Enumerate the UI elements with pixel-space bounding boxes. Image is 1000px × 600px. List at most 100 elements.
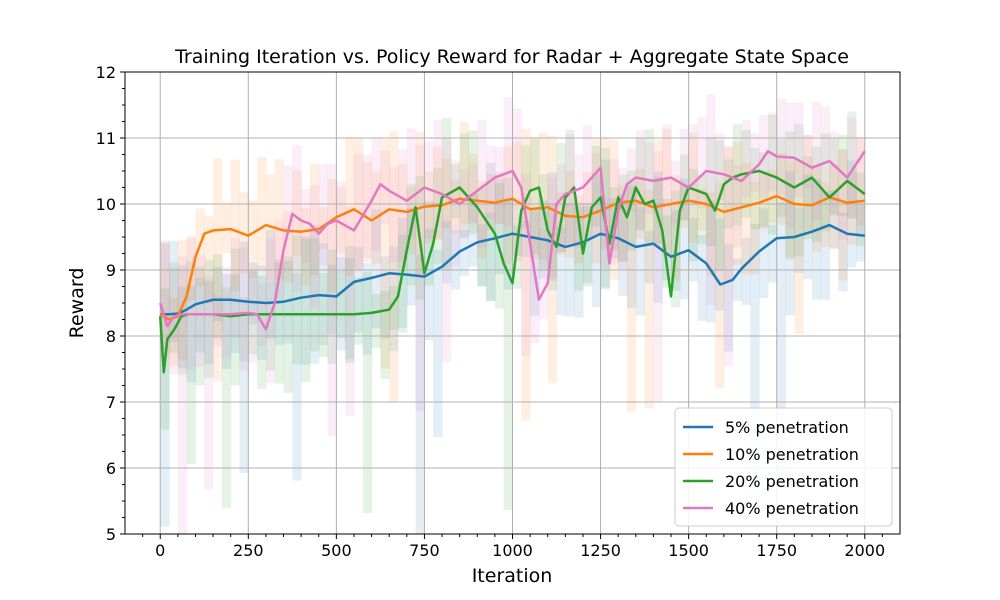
- legend-label: 10% penetration: [725, 445, 859, 464]
- variance-band: [600, 138, 610, 250]
- variance-band: [785, 160, 795, 261]
- variance-band: [662, 128, 672, 256]
- variance-band: [353, 247, 364, 333]
- variance-band: [750, 224, 760, 502]
- variance-band: [618, 167, 628, 269]
- variance-band: [626, 170, 637, 251]
- variance-band: [415, 144, 425, 412]
- variance-band: [785, 171, 795, 316]
- variance-band: [565, 202, 575, 317]
- variance-band: [538, 132, 549, 261]
- variance-band: [785, 102, 795, 228]
- variance-band: [169, 262, 179, 354]
- variance-band: [204, 259, 214, 378]
- variance-band: [671, 175, 681, 281]
- variance-band: [213, 295, 223, 347]
- variance-band: [195, 266, 205, 386]
- variance-band: [283, 211, 293, 283]
- variance-band: [389, 167, 399, 263]
- series-lines: [158, 149, 866, 374]
- variance-band: [257, 265, 267, 360]
- variance-band: [688, 217, 698, 282]
- series-line: [159, 194, 865, 321]
- variance-band: [345, 246, 355, 364]
- variance-band: [803, 174, 813, 280]
- variance-band: [741, 162, 751, 275]
- variance-band: [512, 108, 522, 202]
- variance-band: [723, 146, 734, 280]
- variance-band: [512, 225, 522, 289]
- variance-band: [811, 178, 822, 300]
- variance-band: [283, 165, 293, 270]
- variance-band: [301, 238, 311, 382]
- variance-band: [855, 136, 866, 226]
- variance-band: [468, 130, 478, 234]
- variance-band: [239, 241, 249, 474]
- variance-band: [248, 269, 258, 363]
- variance-band: [327, 249, 337, 365]
- variance-band: [186, 236, 196, 301]
- variance-band: [750, 148, 760, 230]
- variance-band: [398, 163, 408, 268]
- variance-band: [433, 120, 443, 240]
- variance-band: [644, 189, 654, 409]
- variance-band: [177, 286, 188, 375]
- variance-band: [265, 282, 276, 371]
- legend-label: 40% penetration: [725, 499, 859, 518]
- x-tick-label: 1500: [668, 541, 709, 560]
- variance-band: [609, 140, 619, 280]
- x-tick-label: 1750: [756, 541, 797, 560]
- variance-band: [442, 138, 452, 363]
- variance-band: [257, 275, 267, 389]
- variance-band: [521, 173, 531, 357]
- variance-band: [750, 181, 760, 275]
- variance-band: [538, 174, 549, 271]
- variance-band: [477, 180, 487, 258]
- legend-label: 20% penetration: [725, 472, 859, 491]
- variance-band: [371, 294, 381, 349]
- variance-band: [653, 139, 663, 248]
- variance-band: [582, 202, 593, 287]
- variance-band: [362, 263, 373, 355]
- legend: 5% penetration 10% penetration 20% penetra…: [674, 407, 893, 527]
- variance-band: [767, 112, 778, 191]
- variance-band: [679, 185, 690, 228]
- variance-band: [336, 181, 346, 273]
- variance-band: [301, 207, 311, 286]
- variance-band: [177, 239, 188, 361]
- variance-band: [829, 163, 839, 248]
- y-tick-label: 6: [106, 459, 116, 478]
- variance-band: [820, 191, 831, 300]
- variance-band: [574, 207, 584, 291]
- variance-band: [389, 131, 399, 402]
- variance-band: [345, 258, 355, 360]
- variance-band: [776, 153, 787, 225]
- variance-band: [204, 275, 214, 490]
- variance-band: [820, 133, 831, 232]
- variance-band: [838, 134, 848, 216]
- variance-band: [626, 182, 637, 412]
- variance-band: [820, 182, 831, 247]
- variance-band: [450, 230, 461, 290]
- variance-band: [442, 220, 452, 284]
- variance-band: [732, 141, 742, 265]
- variance-band: [450, 160, 461, 267]
- variance-band: [521, 129, 531, 421]
- variance-band: [829, 138, 839, 215]
- variance-band: [662, 198, 672, 281]
- variance-band: [653, 150, 663, 402]
- x-tick-label: 500: [321, 541, 352, 560]
- variance-band: [274, 220, 285, 300]
- variance-band: [741, 237, 751, 306]
- variance-band: [847, 160, 857, 268]
- variance-band: [759, 152, 769, 227]
- variance-band: [723, 244, 734, 352]
- variance-band: [459, 121, 469, 224]
- x-axis-label: Iteration: [472, 565, 553, 587]
- variance-band: [688, 132, 698, 243]
- x-tick-label: 750: [409, 541, 440, 560]
- variance-band: [213, 254, 223, 339]
- x-tick-label: 250: [233, 541, 264, 560]
- variance-band: [741, 120, 751, 198]
